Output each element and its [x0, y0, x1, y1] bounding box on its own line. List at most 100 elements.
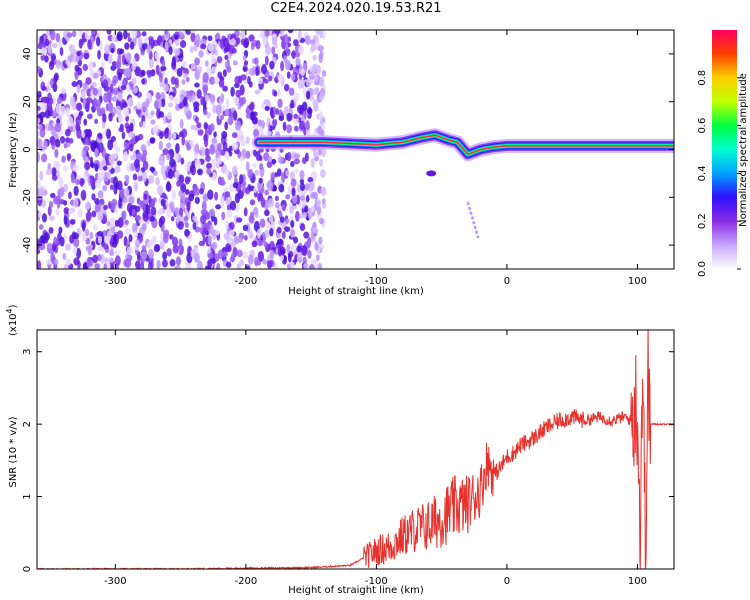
noise-speck	[96, 230, 104, 237]
noise-speck	[46, 243, 53, 249]
noise-speck	[290, 243, 297, 255]
noise-speck	[181, 79, 186, 85]
noise-speck	[207, 252, 214, 259]
noise-speck	[207, 258, 213, 268]
noise-speck	[126, 125, 131, 134]
noise-speck	[84, 137, 89, 146]
noise-speck	[280, 61, 285, 72]
snr-x-axis-label: Height of straight line (km)	[288, 585, 424, 596]
noise-speck	[192, 215, 197, 221]
noise-speck	[309, 181, 315, 192]
noise-speck	[46, 82, 52, 93]
noise-speck	[286, 151, 292, 162]
noise-speck	[55, 32, 61, 43]
noise-speck	[319, 218, 324, 225]
noise-speck	[73, 185, 79, 197]
noise-speck	[149, 137, 156, 144]
noise-speck	[84, 228, 90, 237]
noise-speck	[264, 189, 270, 196]
noise-speck	[241, 186, 247, 194]
noise-speck	[290, 220, 295, 228]
noise-speck	[99, 198, 105, 206]
noise-speck	[248, 230, 253, 239]
noise-speck	[131, 77, 137, 85]
noise-speck	[142, 160, 149, 171]
noise-speck	[87, 113, 93, 120]
noise-speck	[184, 262, 190, 269]
spectrogram-y-tick-label: -20	[22, 189, 33, 205]
noise-speck	[97, 254, 102, 262]
noise-speck	[156, 259, 161, 269]
noise-speck	[314, 75, 319, 83]
noise-speck	[111, 96, 118, 102]
noise-speck	[312, 221, 317, 228]
noise-speck	[293, 153, 301, 159]
noise-speck	[141, 101, 148, 112]
noise-speck	[214, 76, 220, 85]
noise-speck	[74, 71, 79, 81]
noise-speck	[214, 191, 219, 201]
noise-speck	[302, 256, 307, 264]
noise-speck	[289, 205, 294, 215]
noise-speck	[134, 135, 140, 142]
noise-speck	[295, 58, 301, 66]
noise-speck	[80, 189, 87, 201]
noise-speck	[68, 137, 74, 144]
noise-speck	[43, 96, 48, 104]
noise-speck	[200, 209, 206, 215]
noise-speck	[284, 226, 291, 232]
noise-speck	[224, 168, 230, 176]
noise-speck	[315, 254, 320, 262]
side-streak	[466, 201, 480, 239]
noise-speck	[97, 86, 102, 98]
noise-speck	[45, 258, 52, 265]
noise-speck	[299, 120, 306, 131]
noise-speck	[185, 110, 192, 121]
noise-speck	[254, 57, 259, 65]
noise-speck	[278, 115, 285, 121]
snr-frame	[36, 329, 675, 570]
noise-speck	[318, 111, 324, 122]
spectrogram-y-tick-label: -40	[22, 237, 33, 253]
noise-speck	[86, 256, 92, 268]
noise-speck	[164, 41, 169, 53]
noise-speck	[194, 143, 200, 154]
noise-speck	[176, 180, 182, 187]
noise-speck	[319, 158, 323, 167]
noise-speck	[179, 118, 184, 129]
noise-speck	[108, 257, 115, 263]
noise-speck	[217, 142, 222, 152]
noise-speck	[143, 193, 148, 200]
noise-speck	[170, 216, 175, 222]
noise-speck	[37, 238, 41, 245]
noise-speck	[233, 82, 240, 89]
noise-speck	[157, 185, 164, 196]
noise-speck	[128, 131, 134, 139]
noise-speck	[148, 248, 154, 259]
noise-speck	[243, 60, 249, 66]
noise-speck	[135, 107, 142, 116]
noise-speck	[107, 164, 112, 171]
noise-speck	[189, 140, 195, 149]
noise-speck	[239, 156, 244, 162]
noise-speck	[76, 247, 82, 259]
noise-speck	[228, 229, 235, 237]
noise-speck	[200, 43, 207, 50]
noise-speck	[123, 30, 128, 40]
noise-speck	[134, 214, 141, 221]
noise-speck	[122, 151, 128, 162]
noise-speck	[140, 69, 146, 77]
noise-speck	[152, 125, 159, 135]
noise-speck	[154, 99, 160, 110]
noise-speck	[109, 250, 115, 256]
noise-speck	[274, 172, 279, 178]
noise-speck	[257, 77, 264, 85]
noise-speck	[53, 74, 58, 85]
noise-speck	[310, 158, 315, 168]
noise-speck	[318, 236, 323, 245]
noise-speck	[158, 111, 165, 118]
noise-speck	[295, 210, 300, 222]
snr-y-tick-label: 1	[22, 493, 33, 499]
noise-speck	[125, 67, 132, 78]
noise-speck	[131, 208, 136, 216]
